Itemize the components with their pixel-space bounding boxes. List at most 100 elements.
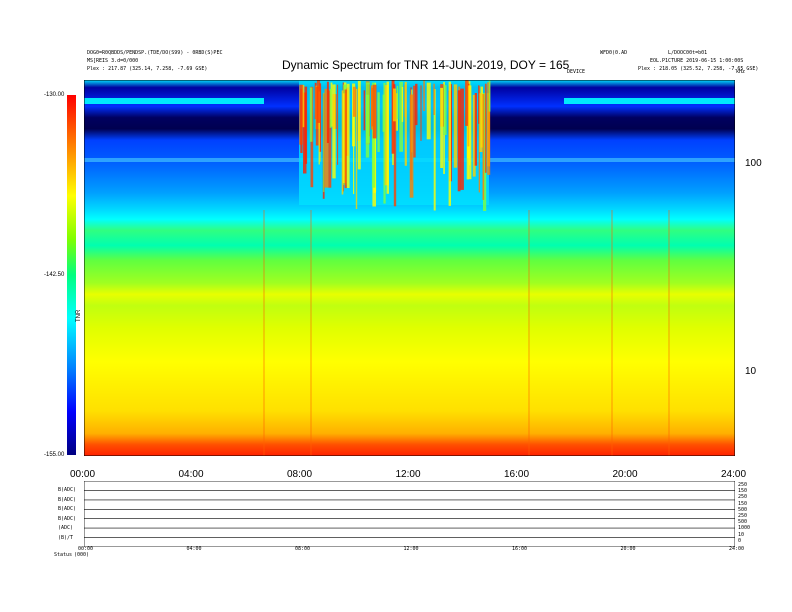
burst-streak	[433, 89, 436, 211]
burst-streak	[363, 90, 366, 131]
chart-title: Dynamic Spectrum for TNR 14-JUN-2019, DO…	[282, 58, 570, 72]
strip-row-label: (ADC)	[58, 525, 74, 532]
y-tick-10: 10	[745, 366, 757, 377]
burst-streak	[483, 92, 487, 211]
burst-streak	[468, 85, 472, 180]
burst-streak	[443, 85, 447, 135]
burst-streak	[478, 85, 480, 124]
burst-streak	[482, 94, 485, 200]
burst-streak	[377, 92, 380, 152]
burst-streak	[426, 82, 431, 140]
burst-streak	[318, 91, 320, 165]
burst-streak	[472, 94, 476, 177]
strip-right-value: 500	[738, 506, 748, 513]
strip-time-tick: 12:00	[403, 546, 419, 552]
burst-streak	[382, 94, 386, 132]
burst-streak	[332, 84, 336, 179]
housekeeping-strip	[84, 481, 735, 547]
burst-streak	[323, 92, 325, 192]
spike-lines	[263, 210, 670, 456]
colorbar-bottom-label: -155.00	[44, 452, 65, 458]
burst-streak	[448, 81, 451, 206]
burst-streak	[479, 93, 483, 152]
burst-streak	[355, 88, 358, 209]
status-value: (000)	[74, 552, 90, 558]
burst-streak	[415, 83, 418, 126]
strip-time-tick: 20:00	[620, 546, 636, 552]
burst-streak	[324, 88, 329, 188]
burst-streak	[396, 85, 399, 120]
x-tick-label: 04:00	[178, 469, 204, 480]
strip-time-tick: 04:00	[186, 546, 202, 552]
strip-row-label: B(ADC)	[58, 506, 77, 513]
burst-streak	[395, 93, 398, 131]
strip-row-label: B(ADC)	[58, 515, 77, 522]
burst-streak	[370, 85, 373, 130]
burst-streak	[420, 85, 422, 141]
x-tick-label: 12:00	[395, 469, 421, 480]
burst-streak	[423, 80, 425, 111]
spectrum-band-cyan	[84, 98, 264, 104]
burst-streak	[478, 86, 480, 193]
burst-streak	[409, 94, 414, 198]
colorbar-axis-label: TNR	[76, 309, 82, 322]
burst-streak	[365, 94, 370, 158]
strip-traces	[84, 490, 735, 538]
burst-streak	[404, 81, 407, 166]
burst-streak	[460, 88, 464, 190]
burst-streak	[326, 81, 329, 143]
x-tick-label: 24:00	[721, 469, 747, 480]
strip-right-value: 10	[738, 531, 745, 538]
burst-streak	[299, 84, 303, 145]
header-right-line1: L/DOOC00t=b01	[668, 50, 708, 56]
burst-streak	[337, 84, 339, 165]
strip-right-value: 150	[738, 500, 748, 507]
burst-streak	[484, 83, 487, 173]
burst-streak	[386, 81, 389, 194]
y-tick-100: 100	[745, 158, 762, 169]
colorbar-mid-label: -142.50	[44, 272, 65, 278]
x-tick-label: 16:00	[504, 469, 530, 480]
spectrogram-plot	[84, 80, 735, 456]
x-tick-label: 08:00	[287, 469, 313, 480]
colorbar	[67, 95, 76, 455]
spectrum-band-cyan-right	[564, 98, 735, 104]
strip-right-value: 0	[738, 537, 742, 544]
burst-streak	[328, 90, 332, 188]
burst-streak	[301, 84, 305, 128]
strip-right-value: 1000	[738, 525, 751, 532]
strip-right-value: 150	[738, 488, 748, 495]
burst-streak	[329, 88, 332, 128]
burst-streak	[487, 82, 491, 175]
burst-streak	[453, 84, 458, 168]
burst-streak	[488, 80, 491, 112]
header-right-line3: Plex : 218.05 (325.52, 7.258, -7.65 GSE)	[638, 66, 759, 72]
strip-right-value: 250	[738, 513, 748, 519]
strip-right-value: 500	[738, 519, 748, 526]
strip-row-label: B(ADC)	[58, 496, 77, 503]
strip-row-label: (B)/T	[58, 534, 74, 541]
burst-streak	[433, 83, 435, 115]
strip-time-tick: 16:00	[512, 546, 528, 552]
burst-streak	[316, 80, 321, 123]
x-tick-label: 00:00	[70, 469, 96, 480]
strip-row-label: B(ADC)	[58, 487, 77, 494]
status-label: Status	[54, 552, 73, 558]
strip-frame	[84, 481, 735, 547]
burst-streak	[413, 85, 416, 158]
strip-time-tick: 08:00	[295, 546, 311, 552]
burst-streak	[346, 83, 350, 188]
header-right-line2: EOL.P1CTURE 2019-06-15 1:00:00S	[650, 58, 744, 64]
strip-right-value: 250	[738, 494, 748, 501]
burst-streak	[304, 86, 308, 164]
burst-streak	[457, 90, 461, 192]
burst-streak	[466, 80, 469, 180]
burst-streak	[393, 90, 397, 207]
burst-streak	[341, 90, 344, 195]
header-center-label: WFD0(0.AD	[600, 50, 628, 56]
khz-label: kHz	[736, 69, 746, 75]
colorbar-top-label: -130.00	[44, 92, 65, 98]
device-label: DEVICE	[567, 69, 586, 75]
burst-streak	[440, 87, 443, 168]
burst-streak	[344, 89, 347, 189]
